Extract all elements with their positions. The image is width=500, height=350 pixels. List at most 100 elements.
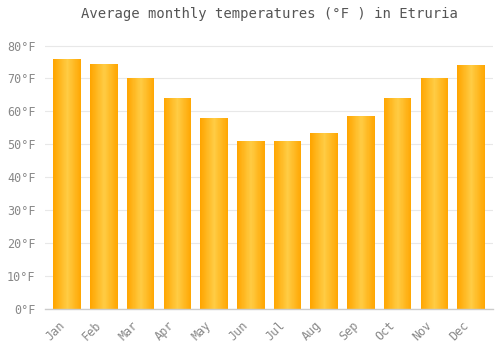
Bar <box>260 141 261 309</box>
Bar <box>367 116 368 309</box>
Bar <box>169 98 170 309</box>
Bar <box>257 141 258 309</box>
Bar <box>358 116 359 309</box>
Bar <box>247 141 248 309</box>
Bar <box>421 78 422 309</box>
Bar <box>220 118 221 309</box>
Bar <box>141 78 142 309</box>
Bar <box>445 78 446 309</box>
Bar <box>151 78 152 309</box>
Bar <box>476 65 477 309</box>
Bar <box>354 116 355 309</box>
Bar <box>56 59 58 309</box>
Bar <box>147 78 148 309</box>
Bar <box>310 133 311 309</box>
Bar <box>322 133 323 309</box>
Bar <box>139 78 140 309</box>
Bar <box>315 133 316 309</box>
Bar <box>102 64 103 309</box>
Bar <box>478 65 480 309</box>
Bar <box>61 59 62 309</box>
Bar <box>477 65 478 309</box>
Bar <box>321 133 322 309</box>
Bar <box>201 118 202 309</box>
Bar <box>425 78 426 309</box>
Bar <box>280 141 281 309</box>
Bar <box>115 64 116 309</box>
Bar <box>224 118 225 309</box>
Bar <box>64 59 65 309</box>
Bar <box>432 78 433 309</box>
Bar <box>362 116 363 309</box>
Bar <box>447 78 448 309</box>
Bar <box>350 116 351 309</box>
Bar <box>144 78 145 309</box>
Bar <box>165 98 166 309</box>
Bar <box>98 64 99 309</box>
Bar <box>293 141 294 309</box>
Bar <box>134 78 135 309</box>
Bar <box>330 133 331 309</box>
Bar <box>188 98 189 309</box>
Bar <box>112 64 114 309</box>
Bar <box>329 133 330 309</box>
Bar <box>328 133 329 309</box>
Bar <box>95 64 96 309</box>
Bar <box>464 65 465 309</box>
Bar <box>69 59 70 309</box>
Bar <box>318 133 319 309</box>
Bar <box>127 78 128 309</box>
Bar <box>441 78 442 309</box>
Bar <box>403 98 404 309</box>
Bar <box>109 64 110 309</box>
Bar <box>182 98 183 309</box>
Bar <box>390 98 391 309</box>
Bar <box>174 98 175 309</box>
Bar <box>283 141 284 309</box>
Bar <box>334 133 335 309</box>
Bar <box>215 118 216 309</box>
Bar <box>185 98 186 309</box>
Bar <box>178 98 179 309</box>
Bar <box>261 141 262 309</box>
Bar <box>93 64 94 309</box>
Bar <box>442 78 443 309</box>
Bar <box>327 133 328 309</box>
Bar <box>472 65 473 309</box>
Bar <box>397 98 398 309</box>
Bar <box>246 141 247 309</box>
Bar <box>424 78 425 309</box>
Bar <box>177 98 178 309</box>
Bar <box>348 116 349 309</box>
Bar <box>443 78 444 309</box>
Bar <box>405 98 406 309</box>
Bar <box>356 116 357 309</box>
Bar <box>429 78 430 309</box>
Bar <box>137 78 138 309</box>
Bar <box>136 78 137 309</box>
Bar <box>289 141 290 309</box>
Bar <box>173 98 174 309</box>
Bar <box>294 141 295 309</box>
Bar <box>179 98 180 309</box>
Bar <box>107 64 108 309</box>
Bar <box>352 116 353 309</box>
Bar <box>458 65 459 309</box>
Bar <box>100 64 101 309</box>
Bar <box>221 118 222 309</box>
Bar <box>250 141 251 309</box>
Bar <box>133 78 134 309</box>
Bar <box>278 141 279 309</box>
Bar <box>66 59 67 309</box>
Bar <box>176 98 177 309</box>
Bar <box>481 65 482 309</box>
Bar <box>389 98 390 309</box>
Bar <box>187 98 188 309</box>
Bar <box>300 141 301 309</box>
Bar <box>462 65 463 309</box>
Bar <box>331 133 332 309</box>
Bar <box>213 118 214 309</box>
Bar <box>111 64 112 309</box>
Bar <box>427 78 428 309</box>
Bar <box>437 78 438 309</box>
